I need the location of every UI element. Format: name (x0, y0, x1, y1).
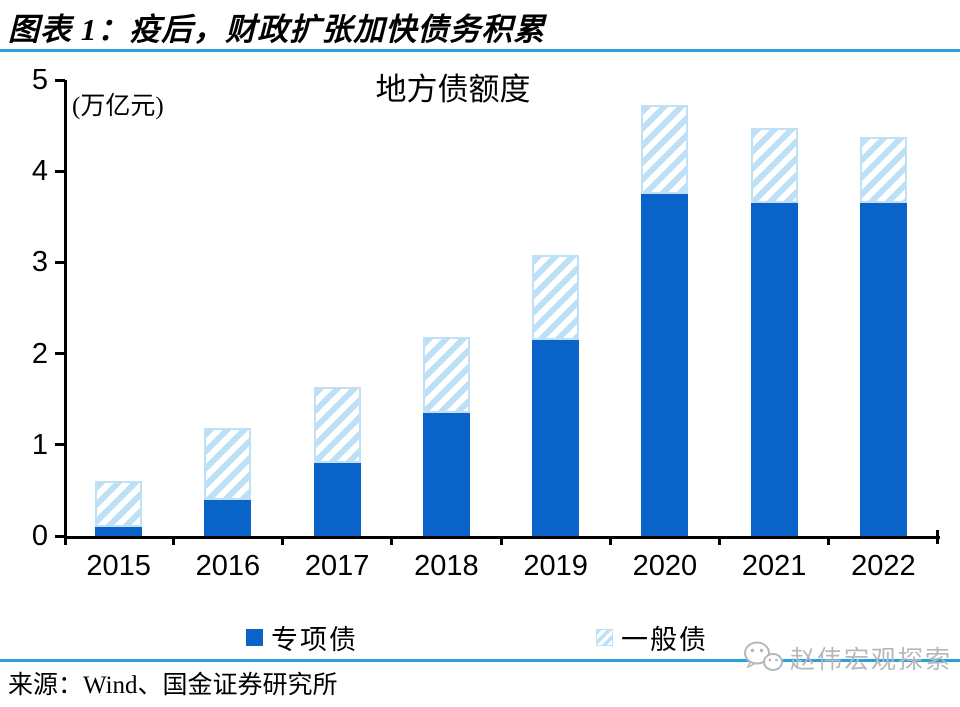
y-axis-tick-2 (55, 352, 65, 356)
bar-2015-special (95, 526, 143, 536)
legend-item-general-bond: 一般债 (596, 618, 708, 657)
y-axis-tick-1 (55, 443, 65, 447)
bar-2018-special (422, 412, 470, 536)
bar-group-2018 (422, 337, 470, 536)
bar-2015-general (95, 481, 143, 527)
hatched-swatch-icon (596, 629, 613, 646)
y-label-1: 1 (31, 428, 48, 461)
y-axis-line (64, 80, 67, 545)
x-label-2021: 2021 (741, 550, 807, 582)
bar-2019-special (532, 339, 580, 536)
bar-2017-special (313, 463, 361, 536)
x-axis-tick-3 (390, 536, 394, 545)
bar-2021-general (750, 128, 798, 204)
bar-group-2021 (750, 128, 798, 536)
bar-2022-general (859, 137, 907, 204)
x-label-2022: 2022 (851, 550, 916, 582)
x-label-2020: 2020 (632, 550, 698, 582)
legend-label-general-bond: 一般债 (621, 625, 708, 655)
bar-group-2016 (204, 428, 252, 536)
y-axis-tick-5 (55, 78, 65, 82)
x-label-2017: 2017 (304, 550, 370, 582)
y-axis-unit-label: (万亿元) (72, 93, 164, 120)
bar-group-2019 (532, 255, 580, 536)
bar-2022-special (859, 203, 907, 536)
chart-title: 地方债额度 (375, 72, 531, 107)
top-divider-line (0, 49, 960, 52)
page-title: 图表 1：疫后，财政扩张加快债务积累 (8, 12, 546, 47)
bar-2016-special (204, 499, 252, 536)
y-label-0: 0 (31, 520, 48, 552)
y-label-5: 5 (31, 64, 48, 96)
bar-2020-special (641, 194, 689, 536)
x-label-2016: 2016 (195, 550, 261, 582)
source-note: 来源：Wind、国金证券研究所 (8, 672, 338, 699)
bottom-divider-line (0, 659, 960, 662)
y-label-2: 2 (31, 337, 48, 370)
solid-swatch-icon (246, 629, 263, 646)
watermark: 赵伟宏观探索 (742, 640, 952, 676)
plot-area (64, 80, 938, 545)
x-axis-tick-5 (608, 536, 612, 545)
bar-group-2017 (313, 387, 361, 536)
bar-group-2020 (641, 104, 689, 536)
bar-2021-special (750, 203, 798, 536)
x-axis-tick-7 (827, 536, 831, 545)
x-label-2018: 2018 (414, 550, 479, 582)
y-label-4: 4 (31, 155, 48, 188)
y-axis-tick-0 (55, 534, 65, 538)
x-axis-tick-4 (499, 536, 503, 545)
watermark-text: 赵伟宏观探索 (789, 647, 952, 674)
x-label-2019: 2019 (523, 550, 588, 582)
y-axis-tick-4 (55, 169, 65, 173)
wechat-logo-icon (743, 641, 783, 671)
y-label-3: 3 (31, 246, 48, 279)
bar-group-2015 (95, 481, 143, 536)
legend-label-special-bond: 专项债 (271, 625, 358, 655)
x-axis-tick-2 (281, 536, 284, 545)
bar-2020-general (641, 104, 689, 194)
bar-2018-general (422, 337, 470, 413)
x-axis-tick-6 (718, 536, 721, 545)
bar-group-2022 (859, 137, 907, 536)
bar-2019-general (532, 255, 580, 340)
x-axis-tick-1 (171, 536, 175, 545)
legend-item-special-bond: 专项债 (246, 618, 358, 657)
bar-2017-general (313, 387, 361, 464)
legend: 专项债 一般债 (0, 610, 960, 655)
bar-2016-general (204, 428, 252, 500)
x-axis-end-tick (936, 530, 939, 544)
y-axis-tick-3 (55, 260, 65, 264)
x-label-2015: 2015 (86, 550, 151, 582)
